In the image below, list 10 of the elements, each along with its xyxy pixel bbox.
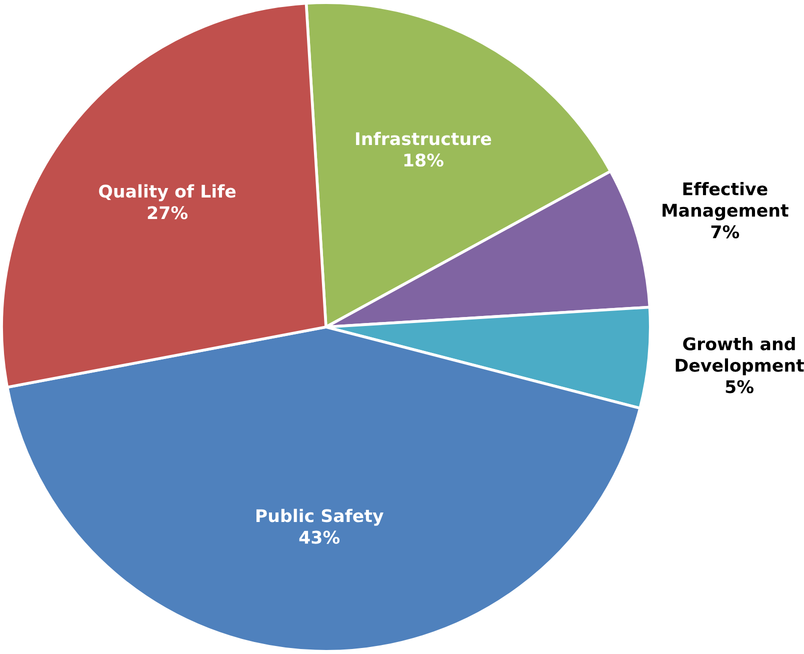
slice-label: Quality of Life: [99, 184, 236, 202]
data-label: 27%: [148, 206, 188, 220]
slice-label: Public Safety: [256, 508, 384, 526]
slice-label: Effective Management: [662, 182, 788, 220]
data-label: 5%: [726, 380, 754, 394]
data-label: 18%: [404, 154, 444, 167]
data-label: 7%: [711, 225, 740, 238]
data-label: 43%: [299, 530, 340, 544]
slice-label: Infrastructure: [356, 132, 492, 146]
slice-label: Growth and Development: [676, 336, 804, 376]
